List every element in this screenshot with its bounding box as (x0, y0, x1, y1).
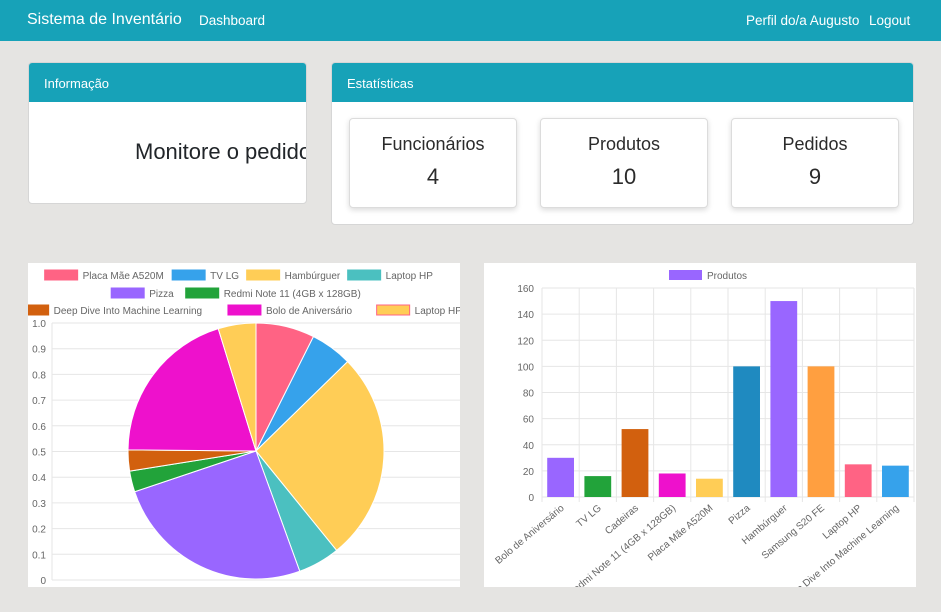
pie-legend-label: Laptop HP (386, 271, 434, 282)
pie-legend-label: Laptop HP (415, 306, 460, 317)
bar-y-tick: 60 (523, 415, 535, 426)
stats-card: Estatísticas Funcionários 4 Produtos 10 … (331, 62, 914, 225)
stat-products-value: 10 (611, 164, 637, 189)
bar (770, 301, 798, 497)
bar (882, 465, 909, 497)
bar-chart[interactable]: Produtos 0 20 40 60 80 100 120 140 160 Bolo de Ani… (484, 263, 916, 607)
pie-slice (127, 328, 257, 452)
pie-chart[interactable]: Placa Mãe A520M TV LG Hambúrguer Laptop HP P… (15, 263, 462, 587)
stat-orders-label: Pedidos (782, 134, 848, 154)
bar-legend-label: Produtos (707, 271, 747, 282)
bar-y-tick: 100 (517, 362, 534, 373)
pie-legend-label: Deep Dive Into Machine Learning (54, 306, 202, 317)
navbar: Sistema de Inventário Dashboard Perfil d… (0, 0, 941, 41)
bar-x-tick: Pizza (727, 503, 753, 527)
bar-chart-panel: Produtos 0 20 40 60 80 100 120 140 160 Bolo de Ani… (484, 263, 916, 607)
pie-y-tick: 1.0 (32, 319, 46, 330)
pie-legend-label: Placa Mãe A520M (83, 271, 164, 282)
pie-y-tick: 0.2 (32, 525, 46, 536)
nav-dashboard-link[interactable]: Dashboard (199, 13, 266, 28)
pie-legend-swatch (227, 304, 262, 316)
stat-orders: Pedidos 9 (731, 118, 899, 208)
bar-y-tick: 0 (528, 493, 534, 504)
pie-legend-swatch (376, 304, 411, 316)
stat-employees-value: 4 (426, 164, 440, 189)
pie-y-tick: 0 (40, 576, 46, 587)
pie-legend-swatch (110, 287, 145, 299)
pie-legend-swatch (171, 269, 206, 281)
stats-card-header: Estatísticas (332, 63, 913, 102)
pie-legend-label: TV LG (210, 271, 239, 282)
bar-y-tick: 120 (517, 336, 534, 347)
stat-employees-label: Funcionários (381, 134, 485, 154)
bar (844, 464, 872, 497)
pie-y-tick: 0.6 (32, 422, 46, 433)
pie-slice (134, 450, 301, 580)
bar (658, 473, 686, 497)
bar (807, 366, 835, 497)
pie-y-tick: 0.3 (32, 499, 46, 510)
bar-x-tick: Bolo de Aniversário (493, 503, 566, 567)
brand-link[interactable]: Sistema de Inventário (27, 11, 182, 28)
stat-employees: Funcionários 4 (349, 118, 517, 208)
pie-legend-label: Bolo de Aniversário (266, 306, 353, 317)
pie-legend-swatch (246, 269, 281, 281)
pie-y-tick: 0.5 (32, 448, 46, 459)
stat-products: Produtos 10 (540, 118, 708, 208)
pie-legend-swatch (185, 287, 220, 299)
nav-logout-link[interactable]: Logout (869, 13, 911, 28)
pie-slice (217, 322, 257, 452)
info-text: Monitore o pedido (135, 139, 306, 164)
pie-y-tick: 0.1 (32, 550, 46, 561)
pie-legend-label: Redmi Note 11 (4GB x 128GB) (224, 289, 361, 300)
pie-chart-panel: Placa Mãe A520M TV LG Hambúrguer Laptop HP P… (15, 263, 462, 587)
bar (584, 476, 612, 497)
stat-products-label: Produtos (587, 134, 661, 154)
pie-legend-swatch (347, 269, 382, 281)
pie-y-tick: 0.4 (32, 473, 46, 484)
bar (733, 366, 760, 497)
bar (547, 457, 574, 497)
pie-legend-label: Pizza (149, 289, 174, 300)
pie-legend-swatch (44, 269, 79, 281)
pie-legend-swatch (15, 304, 50, 316)
bar-x-tick: TV LG (575, 503, 604, 530)
pie-slice (255, 360, 385, 552)
pie-y-tick: 0.7 (32, 396, 46, 407)
bar-x-tick: Samsung S20 FE (760, 503, 827, 562)
pie-legend-label: Hambúrguer (285, 271, 341, 282)
bar-y-tick: 20 (523, 467, 535, 478)
info-card: Informação Monitore o pedido (28, 62, 307, 204)
bar-y-tick: 140 (517, 310, 534, 321)
info-card-body: Monitore o pedido (29, 102, 306, 203)
pie-y-tick: 0.8 (32, 370, 46, 381)
bar-x-tick: Placa Mãe A520M (646, 503, 715, 564)
pie-y-tick: 0.9 (32, 345, 46, 356)
bar-y-tick: 40 (523, 441, 535, 452)
bar-legend-swatch (669, 270, 702, 280)
bar-y-tick: 160 (517, 284, 534, 295)
bar (696, 478, 723, 497)
bar-y-tick: 80 (523, 389, 535, 400)
stat-orders-value: 9 (808, 164, 822, 189)
bar (621, 429, 649, 497)
nav-profile-link[interactable]: Perfil do/a Augusto (746, 13, 860, 28)
info-card-header: Informação (29, 63, 306, 102)
